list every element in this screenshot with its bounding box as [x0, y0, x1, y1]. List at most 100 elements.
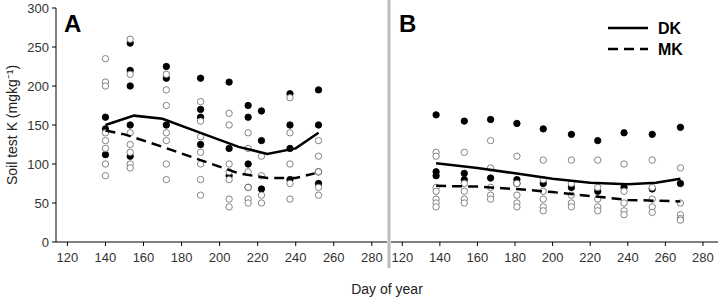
y-tick-label: 100	[27, 157, 49, 172]
x-tick	[402, 242, 403, 246]
data-point	[621, 161, 627, 167]
data-point	[621, 130, 627, 136]
panel-label: B	[399, 10, 416, 37]
data-point	[226, 110, 232, 116]
data-point	[621, 200, 627, 206]
x-tick	[219, 242, 220, 246]
data-point	[514, 180, 520, 186]
legend-swatch	[608, 48, 648, 51]
y-tick-label: 200	[27, 79, 49, 94]
data-point	[595, 208, 601, 214]
y-tick	[52, 203, 56, 204]
data-point	[197, 141, 203, 147]
data-point	[102, 151, 108, 157]
x-tick	[665, 242, 666, 246]
data-point	[245, 184, 251, 190]
x-tick	[515, 242, 516, 246]
plot-area	[433, 112, 684, 224]
x-tick	[439, 242, 440, 246]
data-point	[127, 71, 133, 77]
data-point	[433, 153, 439, 159]
data-point	[315, 169, 321, 175]
data-point	[540, 126, 546, 132]
data-point	[258, 108, 264, 114]
data-point	[315, 184, 321, 190]
data-point	[649, 209, 655, 215]
y-tick	[52, 242, 56, 243]
data-point	[102, 173, 108, 179]
x-tick-label: 260	[323, 250, 345, 265]
data-point	[568, 204, 574, 210]
x-tick-label: 200	[542, 250, 564, 265]
data-point	[127, 149, 133, 155]
data-point	[514, 192, 520, 198]
legend-label: DK	[658, 20, 682, 37]
data-point	[315, 137, 321, 143]
data-point	[315, 87, 321, 93]
y-tick-label: 150	[27, 118, 49, 133]
data-point	[568, 157, 574, 163]
data-point	[197, 149, 203, 155]
data-point	[287, 130, 293, 136]
data-point	[102, 56, 108, 62]
data-point	[102, 137, 108, 143]
panel-label: A	[64, 10, 81, 37]
data-point	[258, 186, 264, 192]
y-tick	[52, 8, 56, 9]
x-tick-label: 160	[467, 250, 489, 265]
data-point	[649, 131, 655, 137]
data-point	[163, 122, 169, 128]
data-point	[315, 153, 321, 159]
data-point	[163, 71, 169, 77]
y-tick-label: 50	[35, 196, 49, 211]
figure: 1201401601802002202402602800501001502002…	[0, 0, 721, 306]
x-tick-label: 180	[504, 250, 526, 265]
x-tick-label: 180	[171, 250, 193, 265]
data-point	[245, 161, 251, 167]
data-point	[163, 176, 169, 182]
legend-swatch	[608, 27, 648, 30]
y-tick	[52, 86, 56, 87]
x-tick-label: 220	[247, 250, 269, 265]
x-tick	[181, 242, 182, 246]
data-point	[621, 212, 627, 218]
x-axis-label: Day of year	[351, 281, 423, 297]
data-point	[433, 204, 439, 210]
data-point	[102, 161, 108, 167]
data-point	[677, 217, 683, 223]
x-tick-label: 140	[95, 250, 117, 265]
data-point	[197, 106, 203, 112]
data-point	[245, 184, 251, 190]
x-tick	[590, 242, 591, 246]
data-point	[102, 83, 108, 89]
data-point	[226, 79, 232, 85]
data-point	[163, 102, 169, 108]
y-tick-label: 300	[27, 1, 49, 16]
x-tick-label: 200	[209, 250, 231, 265]
x-tick	[67, 242, 68, 246]
data-point	[595, 157, 601, 163]
data-point	[287, 196, 293, 202]
data-point	[226, 196, 232, 202]
data-point	[258, 192, 264, 198]
data-point	[649, 184, 655, 190]
data-point	[487, 137, 493, 143]
data-point	[163, 137, 169, 143]
data-point	[226, 204, 232, 210]
data-point	[163, 130, 169, 136]
x-tick	[295, 242, 296, 246]
y-tick	[52, 164, 56, 165]
data-point	[461, 118, 467, 124]
data-point	[127, 141, 133, 147]
legend-label: MK	[658, 41, 683, 58]
data-point	[245, 114, 251, 120]
data-point	[568, 131, 574, 137]
data-point	[514, 120, 520, 126]
data-point	[197, 98, 203, 104]
data-point	[595, 184, 601, 190]
data-point	[197, 176, 203, 182]
x-tick-label: 240	[617, 250, 639, 265]
data-point	[540, 157, 546, 163]
data-point	[540, 208, 546, 214]
x-tick	[627, 242, 628, 246]
